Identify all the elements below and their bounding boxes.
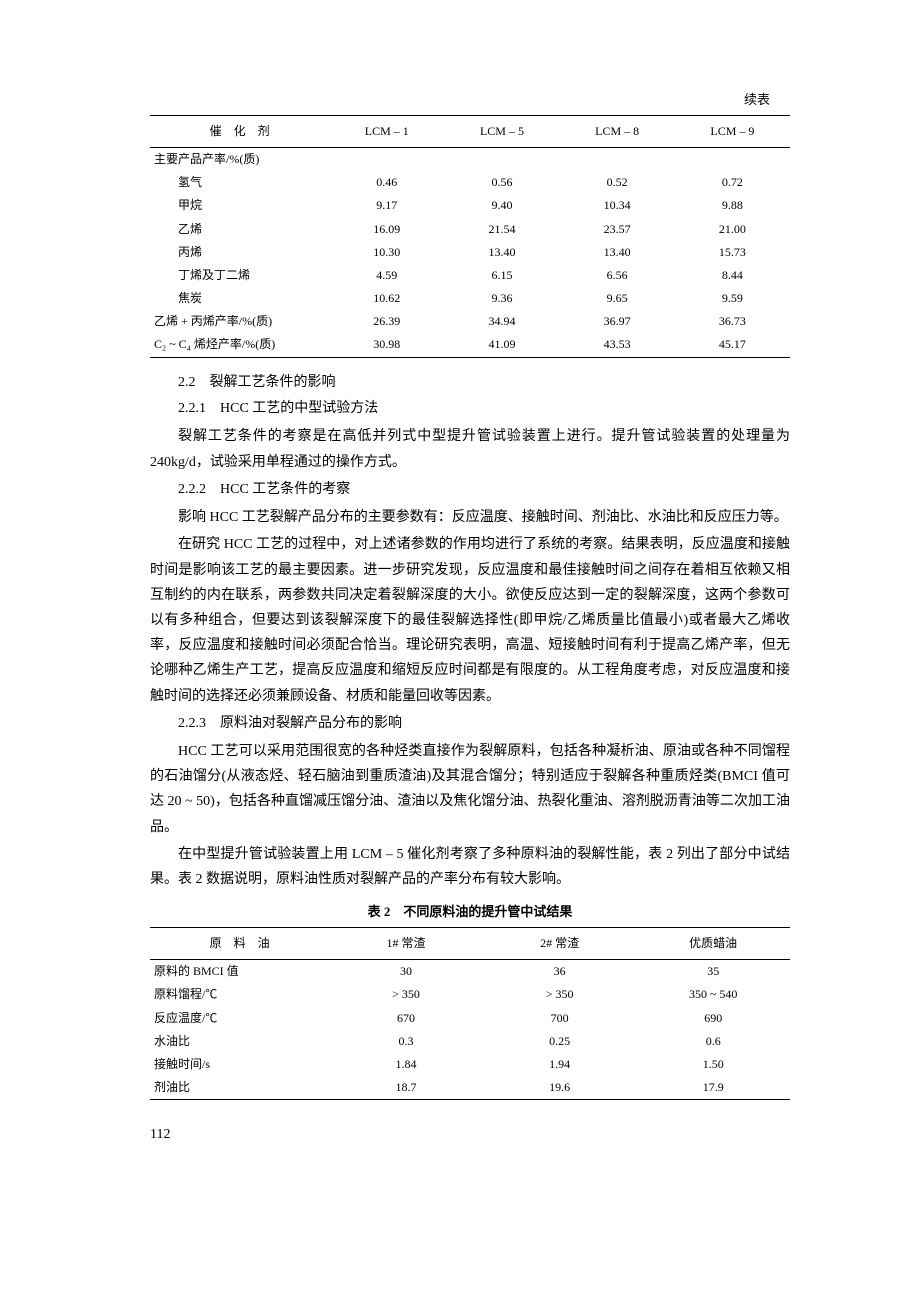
t1-cell: 0.72 bbox=[675, 171, 790, 194]
paragraph: 影响 HCC 工艺裂解产品分布的主要参数有：反应温度、接触时间、剂油比、水油比和… bbox=[150, 505, 790, 530]
t2-row-label: 水油比 bbox=[150, 1030, 329, 1053]
t2-cell: 0.3 bbox=[329, 1030, 483, 1053]
table1: 催 化 剂 LCM – 1 LCM – 5 LCM – 8 LCM – 9 主要… bbox=[150, 115, 790, 358]
t2-hdr-3: 优质蜡油 bbox=[636, 928, 790, 960]
t2-row-label: 反应温度/℃ bbox=[150, 1007, 329, 1030]
t2-row-label: 原料馏程/℃ bbox=[150, 983, 329, 1006]
t1-cell: 16.09 bbox=[329, 218, 444, 241]
t1-cell: 10.62 bbox=[329, 287, 444, 310]
t2-cell: 0.25 bbox=[483, 1030, 637, 1053]
t2-cell: 0.6 bbox=[636, 1030, 790, 1053]
t2-row-label: 剂油比 bbox=[150, 1076, 329, 1100]
t1-cell: 0.52 bbox=[560, 171, 675, 194]
t1-cell: 15.73 bbox=[675, 241, 790, 264]
t1-cell: 9.36 bbox=[444, 287, 559, 310]
t1-row-label: 丙烯 bbox=[150, 241, 329, 264]
t1-cell: 34.94 bbox=[444, 310, 559, 333]
table2-title: 表 2 不同原料油的提升管中试结果 bbox=[150, 902, 790, 923]
t1-cell: 0.46 bbox=[329, 171, 444, 194]
t2-cell: 700 bbox=[483, 1007, 637, 1030]
t1-sum2-label: C₂ ~ C₄ 烯烃产率/%(质) bbox=[150, 333, 329, 357]
t2-hdr-1: 1# 常渣 bbox=[329, 928, 483, 960]
t2-cell: 17.9 bbox=[636, 1076, 790, 1100]
t1-cell: 10.34 bbox=[560, 194, 675, 217]
t1-cell: 9.40 bbox=[444, 194, 559, 217]
t1-cell: 21.00 bbox=[675, 218, 790, 241]
t1-cell: 41.09 bbox=[444, 333, 559, 357]
t2-cell: 1.84 bbox=[329, 1053, 483, 1076]
t2-cell: 690 bbox=[636, 1007, 790, 1030]
t1-hdr-3: LCM – 8 bbox=[560, 115, 675, 147]
t1-cell: 30.98 bbox=[329, 333, 444, 357]
t1-row-label: 氢气 bbox=[150, 171, 329, 194]
t2-cell: 19.6 bbox=[483, 1076, 637, 1100]
t1-cell: 36.97 bbox=[560, 310, 675, 333]
t2-cell: 36 bbox=[483, 960, 637, 984]
t1-cell: 9.59 bbox=[675, 287, 790, 310]
t2-cell: 350 ~ 540 bbox=[636, 983, 790, 1006]
t1-cell: 45.17 bbox=[675, 333, 790, 357]
t2-hdr-2: 2# 常渣 bbox=[483, 928, 637, 960]
t1-hdr-4: LCM – 9 bbox=[675, 115, 790, 147]
t1-cell: 13.40 bbox=[560, 241, 675, 264]
paragraph: 在研究 HCC 工艺的过程中，对上述诸参数的作用均进行了系统的考察。结果表明，反… bbox=[150, 532, 790, 708]
t1-section: 主要产品产率/%(质) bbox=[150, 147, 329, 171]
t1-cell: 10.30 bbox=[329, 241, 444, 264]
t1-cell: 4.59 bbox=[329, 264, 444, 287]
t1-row-label: 乙烯 bbox=[150, 218, 329, 241]
t1-hdr-1: LCM – 1 bbox=[329, 115, 444, 147]
t1-sum1-label: 乙烯 + 丙烯产率/%(质) bbox=[150, 310, 329, 333]
t1-cell: 43.53 bbox=[560, 333, 675, 357]
t1-cell: 9.17 bbox=[329, 194, 444, 217]
t1-cell: 8.44 bbox=[675, 264, 790, 287]
t1-cell: 6.15 bbox=[444, 264, 559, 287]
t1-row-label: 焦炭 bbox=[150, 287, 329, 310]
t1-cell: 6.56 bbox=[560, 264, 675, 287]
t1-cell: 13.40 bbox=[444, 241, 559, 264]
t1-cell: 23.57 bbox=[560, 218, 675, 241]
t1-cell: 9.88 bbox=[675, 194, 790, 217]
t2-cell: > 350 bbox=[329, 983, 483, 1006]
t1-cell: 9.65 bbox=[560, 287, 675, 310]
t2-cell: 30 bbox=[329, 960, 483, 984]
paragraph: 在中型提升管试验装置上用 LCM – 5 催化剂考察了多种原料油的裂解性能，表 … bbox=[150, 842, 790, 892]
page-number: 112 bbox=[150, 1124, 790, 1146]
t2-cell: 18.7 bbox=[329, 1076, 483, 1100]
t1-hdr-2: LCM – 5 bbox=[444, 115, 559, 147]
heading-2.2.2: 2.2.2 HCC 工艺条件的考察 bbox=[178, 479, 790, 501]
t2-hdr-0: 原 料 油 bbox=[150, 928, 329, 960]
paragraph: 裂解工艺条件的考察是在高低并列式中型提升管试验装置上进行。提升管试验装置的处理量… bbox=[150, 424, 790, 474]
table2: 原 料 油 1# 常渣 2# 常渣 优质蜡油 原料的 BMCI 值303635 … bbox=[150, 927, 790, 1100]
table1-continued: 续表 bbox=[150, 90, 790, 111]
t1-cell: 26.39 bbox=[329, 310, 444, 333]
t2-cell: 670 bbox=[329, 1007, 483, 1030]
t1-hdr-0: 催 化 剂 bbox=[150, 115, 329, 147]
t2-cell: 35 bbox=[636, 960, 790, 984]
paragraph: HCC 工艺可以采用范围很宽的各种烃类直接作为裂解原料，包括各种凝析油、原油或各… bbox=[150, 739, 790, 840]
t2-cell: > 350 bbox=[483, 983, 637, 1006]
t2-cell: 1.50 bbox=[636, 1053, 790, 1076]
t1-cell: 36.73 bbox=[675, 310, 790, 333]
t1-row-label: 甲烷 bbox=[150, 194, 329, 217]
t1-cell: 21.54 bbox=[444, 218, 559, 241]
heading-2.2: 2.2 裂解工艺条件的影响 bbox=[178, 372, 790, 394]
t1-cell: 0.56 bbox=[444, 171, 559, 194]
t1-row-label: 丁烯及丁二烯 bbox=[150, 264, 329, 287]
t2-row-label: 接触时间/s bbox=[150, 1053, 329, 1076]
t2-row-label: 原料的 BMCI 值 bbox=[150, 960, 329, 984]
t2-cell: 1.94 bbox=[483, 1053, 637, 1076]
heading-2.2.3: 2.2.3 原料油对裂解产品分布的影响 bbox=[178, 713, 790, 735]
heading-2.2.1: 2.2.1 HCC 工艺的中型试验方法 bbox=[178, 398, 790, 420]
